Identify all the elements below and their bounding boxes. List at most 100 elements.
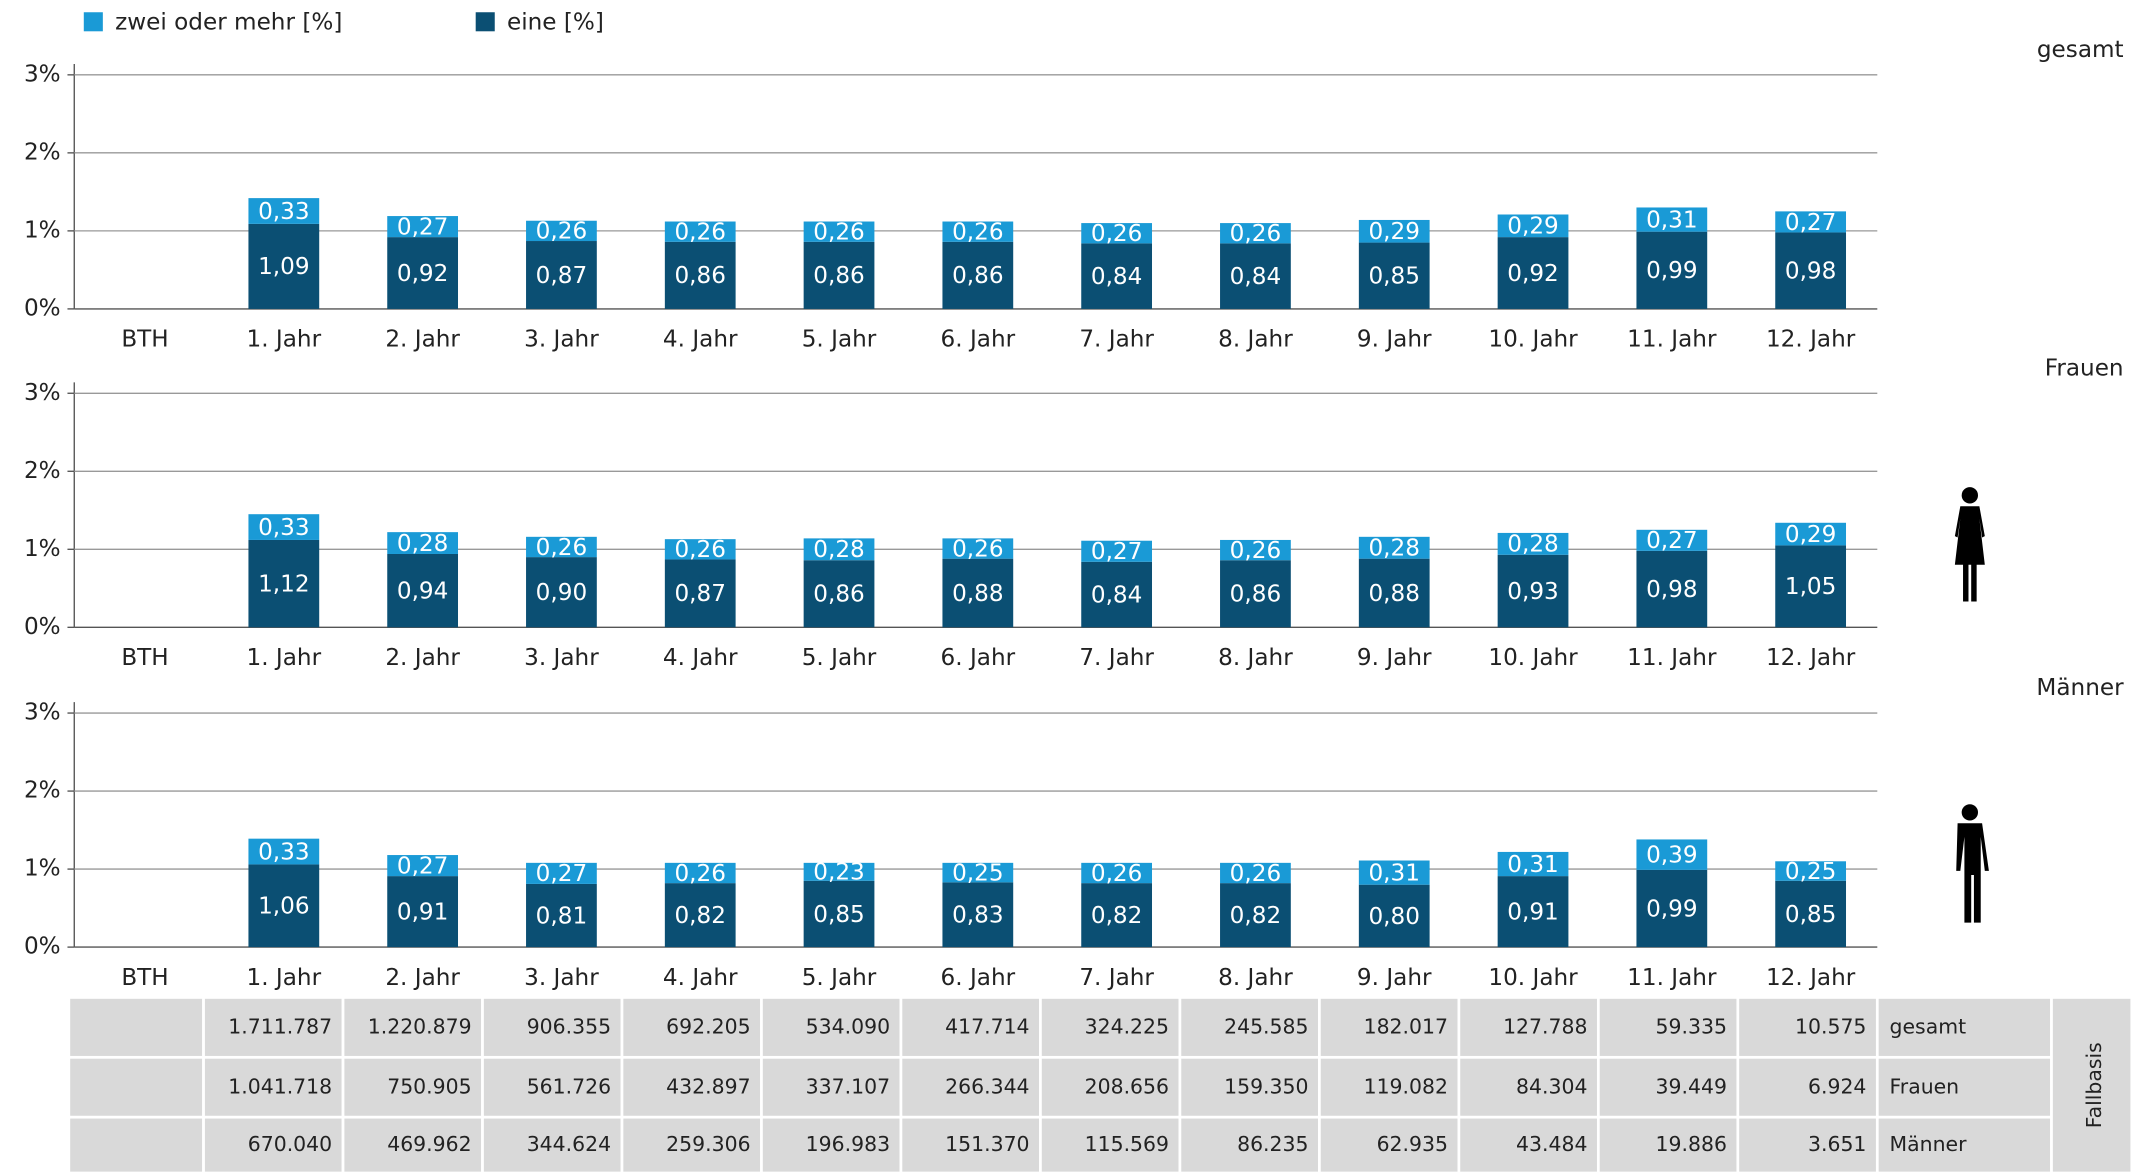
table-cell (67, 1115, 205, 1173)
data-label: 0,92 (1507, 261, 1559, 287)
table-number: 266.344 (945, 1074, 1029, 1098)
bar-segment (526, 883, 597, 948)
bar-segment (1081, 883, 1153, 948)
table-cell (620, 1055, 763, 1119)
data-label: 0,27 (1785, 210, 1837, 236)
table-cell (620, 996, 763, 1059)
bar-segment (1497, 876, 1569, 948)
y-tick-label: 0% (24, 614, 61, 640)
x-tick-label: 10. Jahr (1488, 965, 1578, 991)
table-number: 1.220.879 (368, 1014, 472, 1038)
bar-segment (1081, 862, 1153, 884)
y-tick-label: 3% (24, 61, 61, 87)
table-cell (1178, 996, 1321, 1059)
table-cell (899, 1115, 1042, 1173)
data-label: 0,28 (397, 531, 449, 557)
chart-subtitle: Frauen (2045, 355, 2124, 381)
bar-segment (1497, 237, 1569, 309)
bar-segment (526, 220, 597, 242)
x-tick-label: 7. Jahr (1079, 327, 1154, 353)
legend-label: eine [%] (507, 10, 604, 36)
table-number: 534.090 (806, 1014, 890, 1038)
data-label: 0,31 (1368, 860, 1420, 886)
data-label: 0,86 (813, 582, 865, 608)
y-tick-label: 3% (24, 700, 61, 726)
bar-segment (1358, 242, 1430, 309)
bar-segment (1220, 862, 1291, 884)
bar-segment (248, 198, 320, 224)
table-cell (1875, 1055, 2053, 1119)
data-label: 0,84 (1230, 264, 1282, 290)
bar-segment (1636, 550, 1708, 628)
row-label: gesamt (1890, 1014, 1967, 1038)
table-cell (2050, 996, 2134, 1173)
bar-segment (664, 862, 736, 884)
table-number: 1.041.718 (228, 1074, 332, 1098)
table-number: 19.886 (1656, 1132, 1727, 1156)
bar-segment (1497, 214, 1569, 238)
bar-segment (526, 862, 597, 884)
data-label: 0,99 (1646, 258, 1698, 284)
x-tick-label: 12. Jahr (1766, 327, 1856, 353)
x-tick-label: 9. Jahr (1357, 645, 1432, 671)
data-label: 1,06 (258, 894, 310, 920)
y-tick-label: 0% (24, 934, 61, 960)
bar-segment (664, 883, 736, 948)
table-number: 344.624 (527, 1132, 611, 1156)
table-number: 750.905 (387, 1074, 471, 1098)
data-label: 0,26 (1091, 861, 1143, 887)
data-label: 0,31 (1646, 207, 1698, 233)
data-label: 0,98 (1785, 259, 1837, 285)
table-number: 182.017 (1364, 1014, 1448, 1038)
data-label: 0,86 (1230, 582, 1282, 608)
x-tick-label: 9. Jahr (1357, 965, 1432, 991)
bar-segment (803, 221, 875, 242)
bar-segment (248, 539, 320, 628)
data-label: 0,86 (952, 263, 1004, 289)
data-label: 0,87 (536, 263, 588, 289)
bar-segment (664, 241, 736, 309)
table-number: 432.897 (666, 1074, 750, 1098)
bar-segment (1636, 869, 1708, 948)
table-cell (67, 1055, 205, 1119)
y-tick-label: 0% (24, 295, 61, 321)
bar-segment (387, 876, 459, 948)
bar-segment (387, 855, 459, 877)
x-tick-label: 11. Jahr (1627, 965, 1717, 991)
data-label: 0,90 (536, 580, 588, 606)
x-tick-label: 7. Jahr (1079, 965, 1154, 991)
table-cell (1039, 1115, 1182, 1173)
chart-subtitle: gesamt (2037, 37, 2124, 63)
y-tick-label: 1% (24, 856, 61, 882)
x-tick-label: 11. Jahr (1627, 645, 1717, 671)
bar-segment (942, 241, 1014, 309)
legend-swatch (475, 12, 495, 32)
bar-segment (248, 864, 320, 948)
x-tick-label: 8. Jahr (1218, 965, 1293, 991)
data-label: 0,98 (1646, 577, 1698, 603)
table-number: 6.924 (1808, 1074, 1866, 1098)
y-tick-label: 2% (24, 139, 61, 165)
bar-segment (942, 882, 1014, 948)
data-label: 1,05 (1785, 574, 1837, 600)
female-icon (1954, 487, 1985, 602)
data-label: 0,33 (258, 515, 310, 541)
male-icon (1956, 804, 1989, 923)
legend-label: zwei oder mehr [%] (115, 10, 342, 36)
x-tick-label: 4. Jahr (663, 327, 738, 353)
y-tick-label: 2% (24, 778, 61, 804)
table-number: 3.651 (1808, 1132, 1866, 1156)
bar-segment (803, 880, 875, 948)
bar-segment (942, 558, 1014, 628)
bar-segment (803, 241, 875, 309)
table-number: 417.714 (945, 1014, 1029, 1038)
bar-segment (1775, 211, 1847, 233)
bar-segment (1081, 243, 1153, 309)
table-number: 39.449 (1656, 1074, 1727, 1098)
data-label: 0,28 (1507, 532, 1559, 558)
table-number: 670.040 (248, 1132, 332, 1156)
bar-segment (942, 862, 1014, 883)
x-tick-label: 9. Jahr (1357, 327, 1432, 353)
bar-segment (526, 557, 597, 628)
